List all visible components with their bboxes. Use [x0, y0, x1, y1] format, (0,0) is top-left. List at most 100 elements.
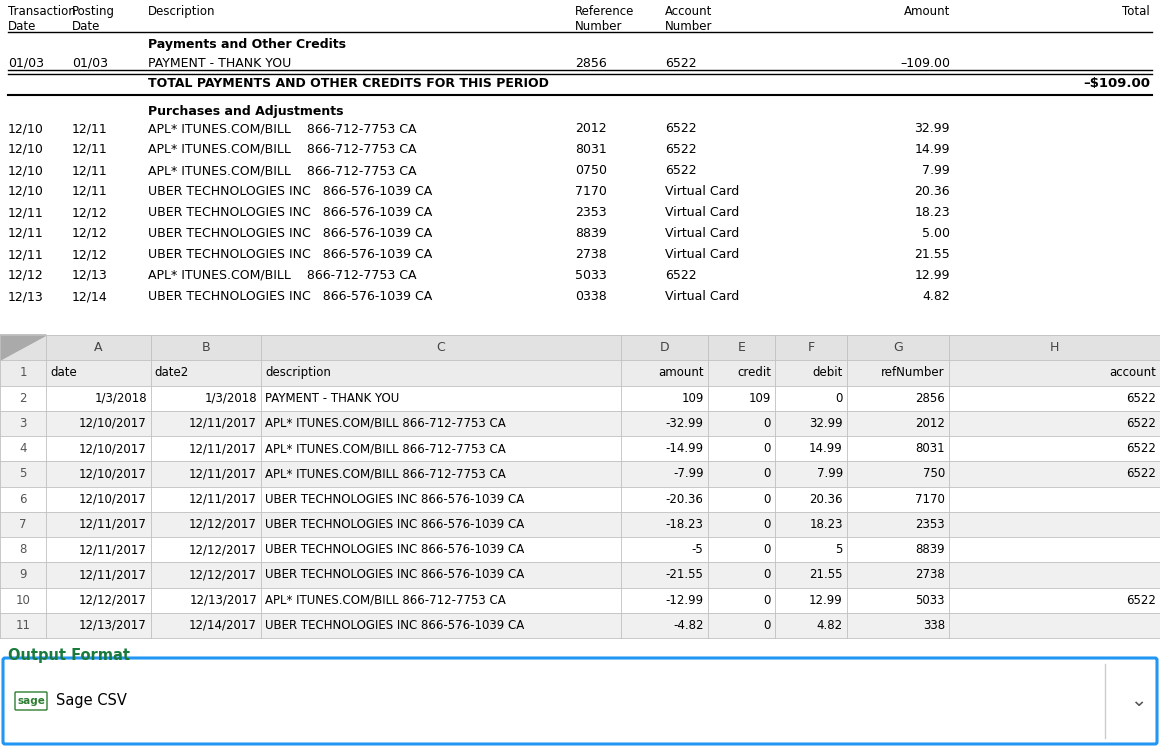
Text: Virtual Card: Virtual Card	[665, 185, 739, 198]
Text: 8031: 8031	[575, 143, 607, 156]
Text: Output Format: Output Format	[8, 648, 130, 663]
Text: 6522: 6522	[1126, 392, 1157, 405]
Bar	[0, 562, 1160, 587]
Text: ⌄: ⌄	[1130, 692, 1146, 710]
Text: UBER TECHNOLOGIES INC 866-576-1039 CA: UBER TECHNOLOGIES INC 866-576-1039 CA	[264, 543, 524, 556]
Text: F: F	[807, 341, 814, 354]
Text: APL* ITUNES.COM/BILL    866-712-7753 CA: APL* ITUNES.COM/BILL 866-712-7753 CA	[148, 143, 416, 156]
Text: 21.55: 21.55	[914, 248, 950, 261]
Text: 9: 9	[20, 568, 27, 581]
Text: 338: 338	[922, 619, 945, 632]
Bar	[0, 411, 1160, 436]
Polygon shape	[0, 335, 46, 360]
Text: 0: 0	[763, 568, 771, 581]
Text: 14.99: 14.99	[809, 442, 843, 455]
Text: 7: 7	[20, 518, 27, 531]
Text: 5033: 5033	[575, 269, 607, 282]
Text: 0: 0	[763, 619, 771, 632]
Text: 12/12: 12/12	[72, 206, 108, 219]
Text: 0: 0	[763, 594, 771, 607]
Text: 8: 8	[20, 543, 27, 556]
FancyBboxPatch shape	[15, 692, 48, 710]
Text: Purchases and Adjustments: Purchases and Adjustments	[148, 105, 343, 118]
Text: 7.99: 7.99	[817, 467, 843, 481]
Text: 12/11/2017: 12/11/2017	[189, 467, 258, 481]
Text: 18.23: 18.23	[914, 206, 950, 219]
Bar	[0, 461, 1160, 487]
Text: 8839: 8839	[915, 543, 945, 556]
Text: 7.99: 7.99	[922, 164, 950, 177]
Text: 6522: 6522	[1126, 467, 1157, 481]
Text: Total: Total	[1122, 5, 1150, 18]
Text: 12/14/2017: 12/14/2017	[189, 619, 258, 632]
Text: B: B	[202, 341, 210, 354]
Text: 0: 0	[763, 493, 771, 506]
Text: 12/12: 12/12	[72, 227, 108, 240]
Text: 2353: 2353	[915, 518, 945, 531]
Text: 12/11/2017: 12/11/2017	[79, 568, 147, 581]
Text: 6522: 6522	[665, 122, 697, 135]
Text: -5: -5	[691, 543, 704, 556]
Text: 12/11/2017: 12/11/2017	[189, 493, 258, 506]
Text: -14.99: -14.99	[666, 442, 704, 455]
Text: 0: 0	[763, 543, 771, 556]
Text: UBER TECHNOLOGIES INC 866-576-1039 CA: UBER TECHNOLOGIES INC 866-576-1039 CA	[264, 493, 524, 506]
Text: 0: 0	[835, 392, 843, 405]
Text: Payments and Other Credits: Payments and Other Credits	[148, 38, 346, 51]
Text: 12/12: 12/12	[8, 269, 44, 282]
Text: 1/3/2018: 1/3/2018	[204, 392, 258, 405]
Bar	[0, 512, 1160, 537]
Text: 5.00: 5.00	[922, 227, 950, 240]
Text: 2012: 2012	[915, 417, 945, 430]
Text: sage: sage	[17, 696, 45, 706]
Text: 6522: 6522	[665, 269, 697, 282]
Text: 12/11/2017: 12/11/2017	[79, 518, 147, 531]
Text: 8839: 8839	[575, 227, 607, 240]
Text: 11: 11	[16, 619, 30, 632]
Text: UBER TECHNOLOGIES INC   866-576-1039 CA: UBER TECHNOLOGIES INC 866-576-1039 CA	[148, 227, 433, 240]
Text: –109.00: –109.00	[900, 57, 950, 70]
Text: 7170: 7170	[915, 493, 945, 506]
Bar	[0, 587, 1160, 613]
Text: -21.55: -21.55	[666, 568, 704, 581]
Bar	[0, 335, 1160, 360]
Text: 12/10/2017: 12/10/2017	[79, 493, 147, 506]
Text: 12/12/2017: 12/12/2017	[189, 518, 258, 531]
Text: 5033: 5033	[915, 594, 945, 607]
Text: 12/13/2017: 12/13/2017	[79, 619, 147, 632]
Text: UBER TECHNOLOGIES INC 866-576-1039 CA: UBER TECHNOLOGIES INC 866-576-1039 CA	[264, 619, 524, 632]
Text: 12/10/2017: 12/10/2017	[79, 442, 147, 455]
Text: E: E	[738, 341, 745, 354]
Text: –$109.00: –$109.00	[1083, 77, 1150, 90]
Text: H: H	[1050, 341, 1059, 354]
Bar	[0, 613, 1160, 638]
Text: 12/10/2017: 12/10/2017	[79, 467, 147, 481]
Bar	[0, 537, 1160, 562]
Text: APL* ITUNES.COM/BILL    866-712-7753 CA: APL* ITUNES.COM/BILL 866-712-7753 CA	[148, 269, 416, 282]
Text: 12/11: 12/11	[72, 185, 108, 198]
Text: 12/11: 12/11	[8, 227, 44, 240]
Text: 4.82: 4.82	[922, 290, 950, 303]
Text: APL* ITUNES.COM/BILL 866-712-7753 CA: APL* ITUNES.COM/BILL 866-712-7753 CA	[264, 594, 506, 607]
Text: credit: credit	[737, 367, 771, 380]
Text: 14.99: 14.99	[914, 143, 950, 156]
Text: 8031: 8031	[915, 442, 945, 455]
Text: amount: amount	[658, 367, 704, 380]
Text: 2012: 2012	[575, 122, 607, 135]
Text: 2856: 2856	[575, 57, 607, 70]
Text: 6522: 6522	[1126, 594, 1157, 607]
Text: Posting
Date: Posting Date	[72, 5, 115, 33]
Text: G: G	[893, 341, 902, 354]
Text: 12/11: 12/11	[72, 164, 108, 177]
Text: 12/10/2017: 12/10/2017	[79, 417, 147, 430]
Text: 6522: 6522	[665, 57, 697, 70]
Text: 12.99: 12.99	[914, 269, 950, 282]
Text: -12.99: -12.99	[666, 594, 704, 607]
Text: Amount: Amount	[904, 5, 950, 18]
Text: 5: 5	[835, 543, 843, 556]
Text: 6522: 6522	[1126, 417, 1157, 430]
Bar	[0, 487, 1160, 512]
Text: 1: 1	[20, 367, 27, 380]
Text: 12/10: 12/10	[8, 143, 44, 156]
Text: APL* ITUNES.COM/BILL    866-712-7753 CA: APL* ITUNES.COM/BILL 866-712-7753 CA	[148, 164, 416, 177]
